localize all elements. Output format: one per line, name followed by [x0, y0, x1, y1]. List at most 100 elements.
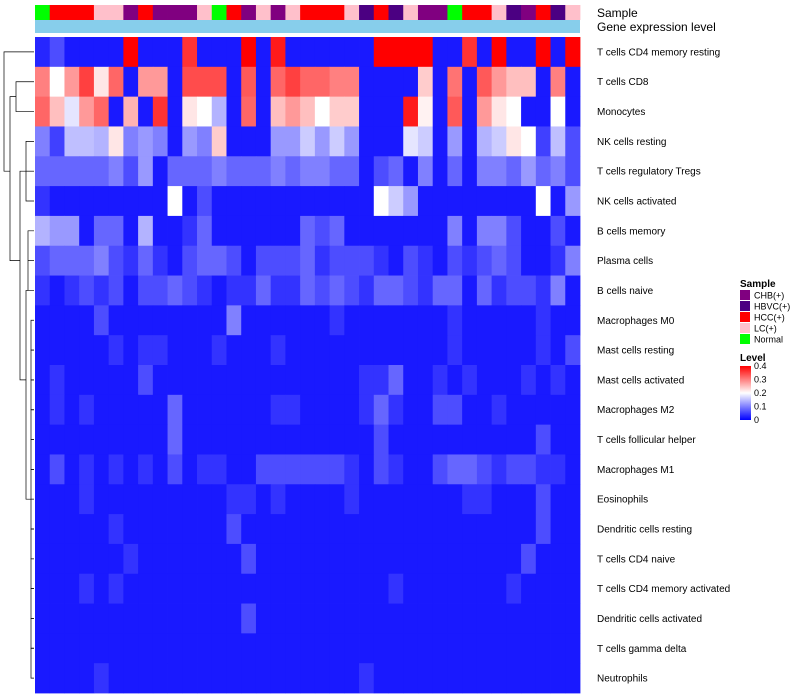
heatmap-cell	[447, 37, 463, 68]
heatmap-cell	[123, 245, 139, 276]
heatmap-cell	[49, 305, 65, 336]
heatmap-cell	[491, 424, 507, 455]
heatmap-cell	[270, 663, 286, 694]
heatmap-cell	[476, 245, 493, 276]
heatmap-cell	[182, 275, 198, 306]
heatmap-cell	[138, 215, 154, 247]
heatmap-cell	[476, 394, 493, 426]
heatmap-cell	[241, 633, 257, 664]
heatmap-cell	[35, 335, 51, 366]
heatmap-cell	[241, 156, 257, 187]
heatmap-cell	[35, 484, 51, 515]
heatmap-cell	[79, 335, 95, 366]
heatmap-cell	[64, 603, 80, 634]
heatmap-cell	[35, 424, 51, 455]
row-label: T cells follicular helper	[597, 435, 696, 446]
heatmap-cell	[152, 66, 168, 98]
heatmap-cell	[550, 215, 566, 247]
heatmap-cell	[417, 305, 434, 336]
heatmap-cell	[344, 573, 360, 604]
heatmap-cell	[462, 126, 478, 157]
heatmap-cell	[403, 514, 419, 545]
heatmap-cell	[344, 484, 360, 515]
heatmap-cell	[211, 573, 227, 604]
heatmap-cell	[285, 215, 301, 247]
heatmap-cell	[506, 275, 522, 306]
heatmap-cell	[462, 66, 478, 98]
heatmap-cell	[182, 514, 198, 545]
heatmap-cell	[462, 275, 478, 306]
heatmap-cell	[255, 573, 272, 604]
heatmap-cell	[329, 275, 345, 306]
heatmap-cell	[506, 484, 522, 515]
heatmap-cell	[521, 305, 537, 336]
heatmap-cell	[300, 603, 316, 634]
heatmap-cell	[565, 215, 581, 247]
heatmap-cell	[241, 66, 257, 98]
heatmap-cell	[64, 245, 80, 276]
heatmap-cell	[182, 96, 198, 127]
heatmap-cell	[359, 245, 375, 276]
heatmap-cell	[108, 186, 124, 217]
heatmap-cell	[535, 633, 551, 664]
heatmap-cell	[108, 365, 124, 396]
heatmap-cell	[285, 275, 301, 306]
heatmap-cell	[344, 215, 360, 247]
heatmap-cell	[373, 365, 389, 396]
heatmap-cell	[535, 454, 551, 485]
heatmap-cell	[447, 335, 463, 366]
heatmap-cell	[447, 305, 463, 336]
heatmap-cell	[226, 37, 242, 68]
sample-legend-label: CHB(+)	[754, 291, 784, 301]
heatmap-cell	[123, 335, 139, 366]
heatmap-cell	[167, 186, 183, 217]
heatmap-cell	[79, 424, 95, 455]
heatmap-cell	[241, 365, 257, 396]
heatmap-cell	[491, 663, 507, 694]
heatmap-cell	[35, 37, 51, 68]
heatmap-cell	[506, 424, 522, 455]
heatmap-cell	[49, 514, 65, 545]
heatmap-cell	[403, 96, 419, 127]
heatmap-cell	[447, 573, 463, 604]
heatmap-cell	[255, 126, 272, 157]
heatmap-cell	[314, 484, 330, 515]
heatmap-cell	[462, 484, 478, 515]
heatmap-cell	[506, 126, 522, 157]
heatmap-cell	[79, 603, 95, 634]
heatmap-cell	[344, 514, 360, 545]
heatmap-cell	[182, 424, 198, 455]
heatmap-cell	[476, 484, 493, 515]
heatmap-cell	[550, 573, 566, 604]
sample-legend-swatch	[740, 334, 750, 344]
heatmap-cell	[35, 514, 51, 545]
heatmap-cell	[152, 126, 168, 157]
heatmap-cell	[432, 275, 448, 306]
heatmap-cells	[35, 37, 581, 694]
heatmap-cell	[447, 663, 463, 694]
heatmap-cell	[388, 156, 404, 187]
heatmap-cell	[462, 394, 478, 426]
heatmap-cell	[79, 275, 95, 306]
heatmap-cell	[255, 663, 272, 694]
heatmap-cell	[521, 573, 537, 604]
heatmap-cell	[93, 66, 110, 98]
heatmap-cell	[344, 365, 360, 396]
heatmap-cell	[491, 484, 507, 515]
heatmap-cell	[432, 186, 448, 217]
heatmap-cell	[359, 186, 375, 217]
sample-swatch	[152, 5, 168, 20]
heatmap-cell	[521, 394, 537, 426]
heatmap-cell	[476, 335, 493, 366]
heatmap-cell	[64, 424, 80, 455]
level-legend-tick: 0	[754, 415, 759, 425]
heatmap-cell	[123, 156, 139, 187]
heatmap-cell	[138, 543, 154, 575]
heatmap-cell	[565, 96, 581, 127]
heatmap-cell	[123, 454, 139, 485]
heatmap-cell	[108, 454, 124, 485]
heatmap-cell	[565, 424, 581, 455]
heatmap-cell	[211, 514, 227, 545]
heatmap-cell	[167, 394, 183, 426]
heatmap-cell	[138, 126, 154, 157]
